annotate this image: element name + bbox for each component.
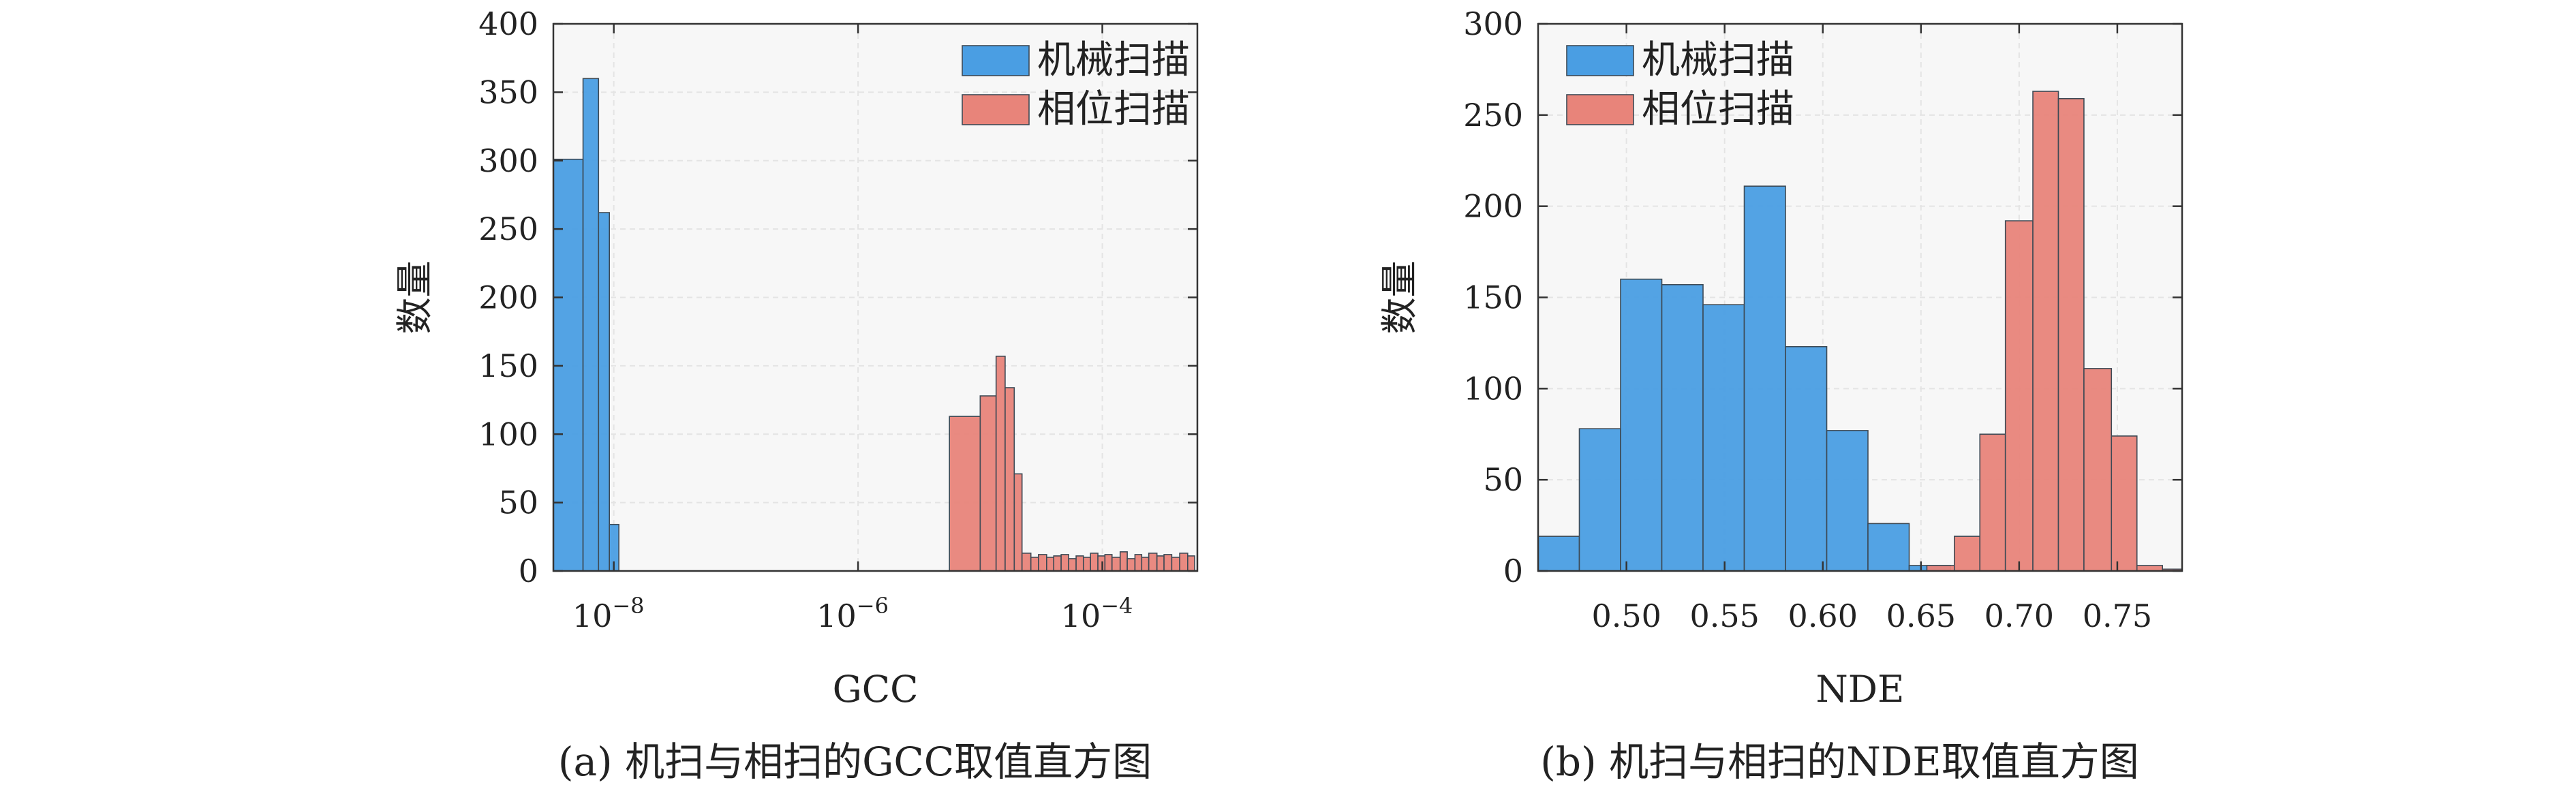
bar-series1 bbox=[1578, 428, 1621, 572]
y-tick-label: 400 bbox=[478, 5, 538, 42]
y-tick-label: 250 bbox=[1463, 97, 1523, 134]
bar-series2 bbox=[1013, 473, 1023, 572]
x-tick-label: 0.75 bbox=[2083, 598, 2152, 634]
legend: 机械扫描 相位扫描 bbox=[962, 38, 1190, 132]
x-axis-label: GCC bbox=[833, 668, 919, 711]
x-axis-ticks: 0.50 0.55 0.60 0.65 0.70 0.75 bbox=[1591, 24, 2152, 634]
x-tick-label: 10−8 bbox=[572, 593, 645, 634]
bar-series1 bbox=[1620, 278, 1663, 572]
y-axis-label: 数量 bbox=[393, 261, 436, 335]
y-tick-label: 0 bbox=[1503, 553, 1523, 589]
bar-series1 bbox=[1743, 185, 1786, 572]
bar-series2 bbox=[1090, 553, 1099, 572]
x-tick-label: 0.55 bbox=[1689, 598, 1759, 634]
y-tick-label: 200 bbox=[1463, 188, 1523, 225]
x-axis-ticks: 10−8 10−6 10−4 bbox=[572, 24, 1133, 634]
y-tick-label: 100 bbox=[478, 416, 538, 452]
legend-swatch-series1 bbox=[962, 45, 1030, 76]
bar-series1 bbox=[1867, 523, 1910, 572]
bar-series2 bbox=[1021, 553, 1032, 572]
bar-series2 bbox=[1053, 555, 1062, 572]
bar-series1 bbox=[1702, 304, 1745, 572]
grid-lines bbox=[553, 24, 1197, 571]
bar-series2 bbox=[1187, 555, 1195, 572]
bar-series1 bbox=[1537, 536, 1580, 572]
bar-series2 bbox=[1104, 554, 1113, 572]
y-tick-label: 300 bbox=[478, 142, 538, 179]
bar-series2 bbox=[1038, 554, 1047, 572]
bar-series2 bbox=[1030, 557, 1039, 572]
bar-series2 bbox=[1163, 554, 1173, 572]
y-axis-label: 数量 bbox=[1378, 261, 1421, 335]
x-tick-label: 0.65 bbox=[1886, 598, 1956, 634]
y-tick-label: 350 bbox=[478, 74, 538, 110]
bar-series1 bbox=[582, 78, 600, 572]
y-axis-ticks: 0 50 100 150 200 250 300 350 400 bbox=[478, 5, 1197, 589]
bar-series2 bbox=[949, 416, 981, 572]
legend-swatch-series2 bbox=[1566, 94, 1634, 125]
bar-series2 bbox=[2057, 97, 2085, 572]
chart-gcc-histogram: 0 50 100 150 200 250 300 350 400 10−8 10−6 10−4 数量… bbox=[393, 5, 1199, 785]
bars bbox=[1537, 91, 2183, 572]
x-tick-label: 0.70 bbox=[1984, 598, 2054, 634]
bar-series1 bbox=[598, 212, 610, 572]
bars bbox=[553, 78, 1195, 572]
bar-series2 bbox=[1046, 557, 1055, 572]
bar-series2 bbox=[1148, 553, 1158, 572]
caption-a: (a) 机扫与相扫的GCC取值直方图 bbox=[558, 739, 1152, 785]
bar-series2 bbox=[1068, 558, 1077, 572]
bar-series2 bbox=[995, 356, 1006, 572]
bar-series2 bbox=[1953, 536, 1981, 572]
legend-swatch-series2 bbox=[962, 94, 1030, 125]
x-axis-label: NDE bbox=[1816, 668, 1905, 711]
bar-series2 bbox=[1119, 551, 1128, 572]
bar-series1 bbox=[1826, 430, 1869, 572]
y-tick-label: 50 bbox=[1483, 461, 1523, 498]
legend-label-series2: 相位扫描 bbox=[1037, 87, 1190, 132]
bar-series2 bbox=[1082, 557, 1091, 572]
y-tick-label: 200 bbox=[478, 279, 538, 316]
x-tick-label: 0.50 bbox=[1591, 598, 1661, 634]
legend-swatch-series1 bbox=[1566, 45, 1634, 76]
bar-series2 bbox=[2032, 91, 2059, 572]
y-tick-label: 50 bbox=[498, 484, 538, 521]
bar-series2 bbox=[1156, 555, 1165, 572]
y-tick-label: 150 bbox=[478, 347, 538, 384]
bar-series2 bbox=[1060, 554, 1069, 572]
y-axis-ticks: 0 50 100 150 200 250 300 bbox=[1463, 5, 2182, 589]
bar-series2 bbox=[1134, 554, 1143, 572]
bar-series2 bbox=[1111, 557, 1121, 572]
bar-series2 bbox=[1126, 558, 1136, 572]
bar-series2 bbox=[1075, 555, 1084, 572]
y-tick-label: 0 bbox=[519, 553, 538, 589]
legend-label-series2: 相位扫描 bbox=[1642, 87, 1794, 132]
bar-series2 bbox=[1979, 433, 2006, 572]
y-tick-label: 150 bbox=[1463, 279, 1523, 316]
bar-series2 bbox=[2111, 435, 2138, 572]
legend-label-series1: 机械扫描 bbox=[1037, 38, 1190, 82]
bar-series2 bbox=[1005, 387, 1015, 572]
bar-series2 bbox=[1141, 557, 1150, 572]
bar-series2 bbox=[2083, 368, 2113, 572]
bar-series2 bbox=[1171, 557, 1180, 572]
y-tick-label: 100 bbox=[1463, 370, 1523, 407]
bar-series2 bbox=[1179, 553, 1189, 572]
y-tick-label: 250 bbox=[478, 211, 538, 247]
legend: 机械扫描 相位扫描 bbox=[1566, 38, 1794, 132]
y-tick-label: 300 bbox=[1463, 5, 1523, 42]
bar-series2 bbox=[1097, 555, 1106, 572]
x-tick-label: 0.60 bbox=[1788, 598, 1858, 634]
bar-series1 bbox=[1661, 283, 1704, 572]
legend-label-series1: 机械扫描 bbox=[1642, 38, 1794, 82]
bar-series1 bbox=[1785, 345, 1828, 572]
x-tick-label: 10−4 bbox=[1061, 593, 1133, 634]
x-tick-label: 10−6 bbox=[816, 593, 889, 634]
bar-series2 bbox=[979, 395, 997, 572]
caption-b: (b) 机扫与相扫的NDE取值直方图 bbox=[1540, 739, 2138, 785]
bar-series2 bbox=[2004, 220, 2034, 572]
